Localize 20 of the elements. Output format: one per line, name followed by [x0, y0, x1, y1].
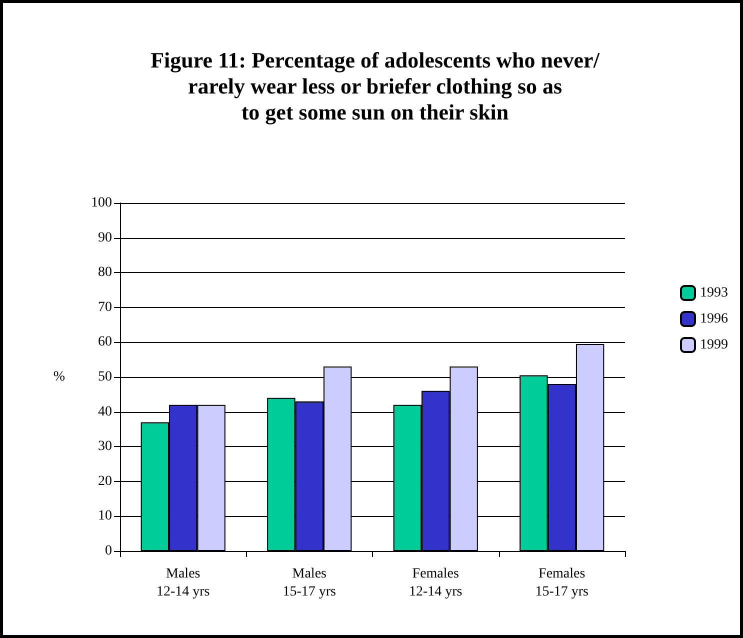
y-tick-label: 60 [98, 334, 112, 350]
y-axis-title: % [53, 370, 66, 384]
y-tick-label: 100 [91, 196, 112, 210]
y-tick-label: 10 [98, 508, 112, 524]
y-tick-label: 20 [98, 474, 112, 489]
legend-label: 1993 [700, 286, 728, 300]
y-tick-label: 50 [98, 370, 112, 384]
y-tick-label: 30 [98, 439, 112, 454]
x-tick-label: Females 12-14 yrs [408, 566, 462, 600]
y-tick-label: 80 [98, 265, 112, 280]
y-tick-label: 90 [98, 230, 112, 246]
x-tick-label: Males 15-17 yrs [282, 566, 336, 600]
y-tick-label: 40 [98, 404, 112, 420]
legend-label: 1999 [700, 338, 728, 352]
chart-title: Figure 11: Percentage of adolescents who never/ rarely wear less or briefer clothing so as to get some sun on their skin [150, 48, 600, 124]
y-tick-label: 70 [98, 300, 112, 315]
x-tick-label: Females 15-17 yrs [535, 566, 589, 600]
x-tick-label: Males 12-14 yrs [156, 566, 210, 600]
y-tick-label: 0 [105, 544, 112, 558]
legend-label: 1996 [700, 312, 728, 326]
